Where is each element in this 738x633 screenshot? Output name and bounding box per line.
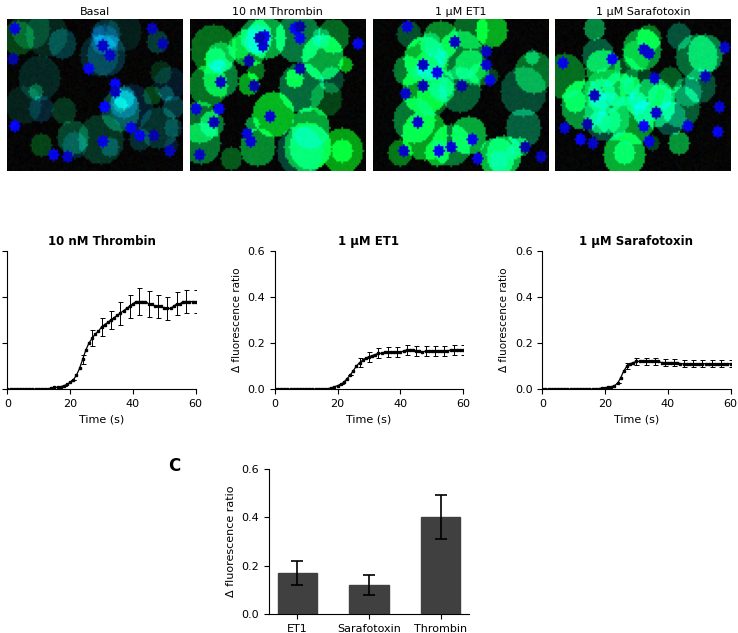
Y-axis label: Δ fluorescence ratio: Δ fluorescence ratio (226, 486, 235, 597)
Title: 1 μM ET1: 1 μM ET1 (435, 7, 486, 17)
Title: 1 μM Sarafotoxin: 1 μM Sarafotoxin (579, 235, 694, 248)
X-axis label: Time (s): Time (s) (614, 415, 659, 424)
Bar (421, 517, 461, 614)
Y-axis label: Δ fluorescence ratio: Δ fluorescence ratio (499, 268, 509, 372)
Title: 10 nM Thrombin: 10 nM Thrombin (232, 7, 323, 17)
Bar (349, 585, 389, 614)
Title: Basal: Basal (80, 7, 110, 17)
Bar (277, 573, 317, 614)
Title: 10 nM Thrombin: 10 nM Thrombin (48, 235, 156, 248)
Text: C: C (168, 457, 180, 475)
Title: 1 μM ET1: 1 μM ET1 (339, 235, 399, 248)
X-axis label: Time (s): Time (s) (79, 415, 124, 424)
Y-axis label: Δ fluorescence ratio: Δ fluorescence ratio (232, 268, 242, 372)
X-axis label: Time (s): Time (s) (346, 415, 392, 424)
Title: 1 μM Sarafotoxin: 1 μM Sarafotoxin (596, 7, 690, 17)
